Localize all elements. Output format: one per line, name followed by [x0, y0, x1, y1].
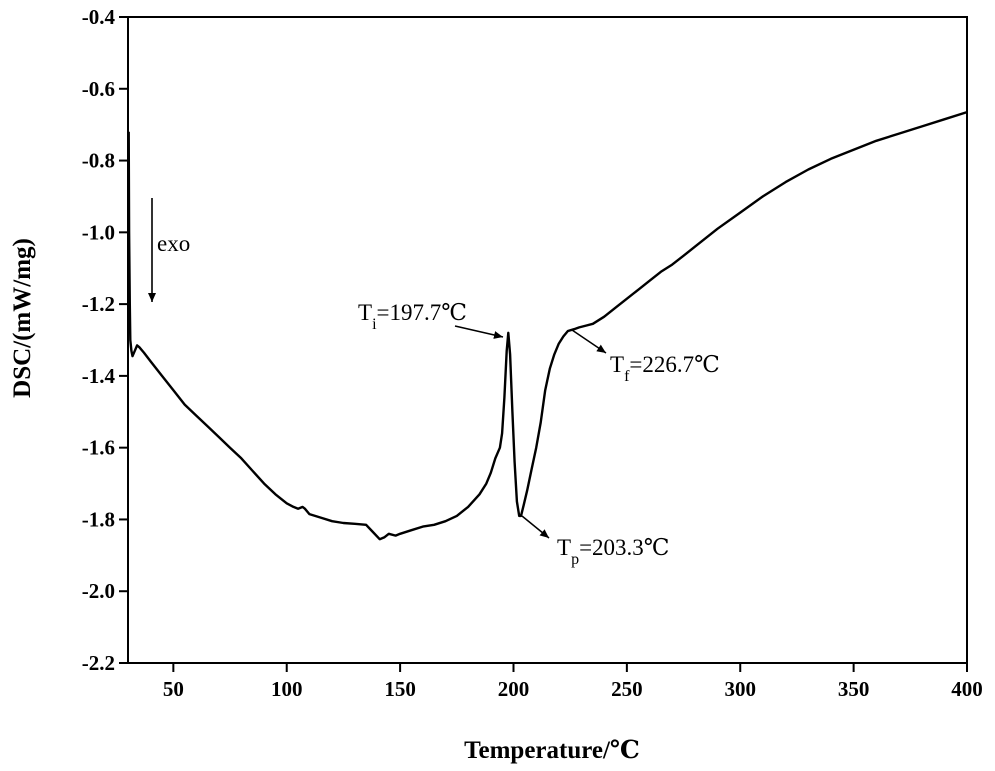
x-tick-label: 150 — [384, 677, 416, 701]
annotation-ti: Ti=197.7℃ — [358, 300, 467, 333]
x-tick-label: 250 — [611, 677, 643, 701]
y-tick-label: -1.6 — [82, 436, 115, 460]
dsc-curve — [127, 110, 968, 541]
annotation-tp-subscript: p — [571, 551, 579, 568]
y-tick-label: -0.6 — [82, 77, 115, 101]
annotation-ti-value: =197.7℃ — [377, 300, 467, 325]
annotation-tp-value: =203.3℃ — [579, 535, 669, 560]
annotation-tp: Tp=203.3℃ — [557, 535, 670, 568]
x-tick-label: 400 — [951, 677, 983, 701]
annotation-tp-symbol: T — [557, 535, 571, 560]
y-tick-label: -0.4 — [82, 5, 116, 29]
y-tick-label: -2.2 — [82, 651, 115, 675]
y-tick-label: -0.8 — [82, 149, 115, 173]
y-axis-ticks: -0.4 -0.6 -0.8 -1.0 -1.2 -1.4 -1.6 -1.8 -2.0 -2.2 — [82, 5, 128, 675]
x-axis-title: Temperature/℃ — [464, 737, 640, 764]
y-tick-label: -1.8 — [82, 507, 115, 531]
annotation-tf-arrow — [571, 329, 607, 354]
annotation-tf-symbol: T — [610, 352, 624, 377]
y-tick-label: -1.2 — [82, 292, 115, 316]
annotation-ti-subscript: i — [372, 316, 377, 333]
x-axis-ticks: 50 100 150 200 250 300 350 400 — [163, 663, 983, 701]
x-tick-label: 50 — [163, 677, 184, 701]
x-tick-label: 100 — [271, 677, 303, 701]
x-tick-label: 350 — [838, 677, 870, 701]
annotation-ti-symbol: T — [358, 300, 372, 325]
x-tick-label: 200 — [498, 677, 530, 701]
y-axis-title: DSC/(mW/mg) — [9, 238, 36, 398]
y-tick-label: -1.0 — [82, 220, 115, 244]
plot-frame — [127, 16, 968, 664]
y-tick-label: -2.0 — [82, 579, 115, 603]
annotation-tf-subscript: f — [624, 368, 630, 385]
x-tick-label: 300 — [724, 677, 756, 701]
annotation-tf-value: =226.7℃ — [629, 352, 719, 377]
annotation-ti-arrow — [454, 325, 504, 339]
annotation-tf: Tf=226.7℃ — [610, 352, 720, 385]
annotation-tp-arrow — [521, 515, 550, 539]
y-tick-label: -1.4 — [82, 364, 116, 388]
exo-label: exo — [157, 231, 190, 256]
